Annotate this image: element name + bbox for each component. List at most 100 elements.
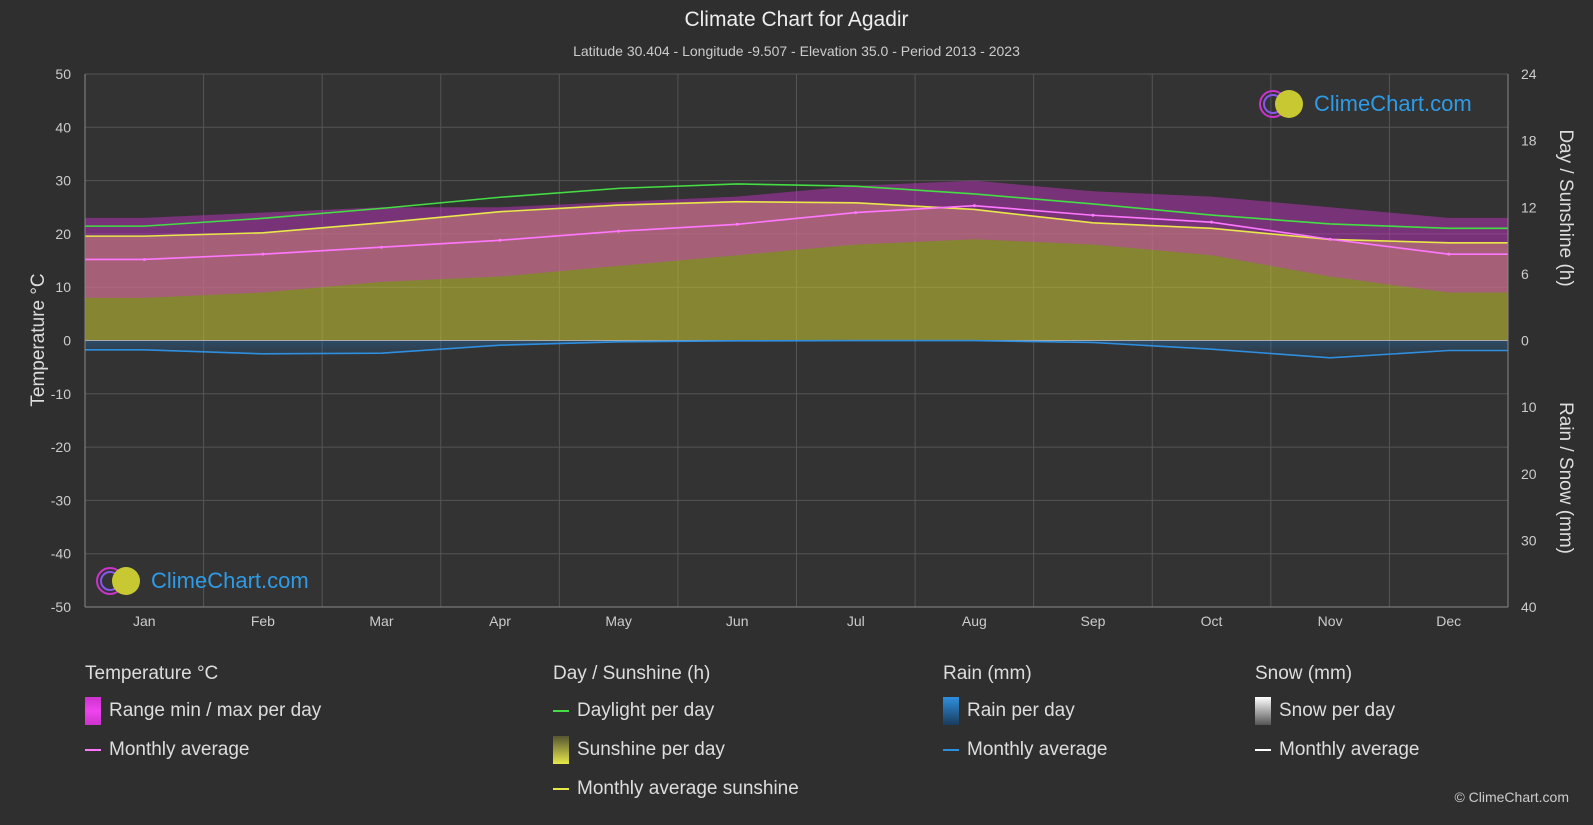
legend-label: Monthly average — [109, 738, 250, 760]
sunshine-avg-line — [85, 200, 1508, 244]
axes: 50 40 30 20 10 0 -10 -20 -30 -40 -50 24 18 12 6 0 10 20 30… — [51, 66, 1537, 629]
legend-sunshine: Day / Sunshine (h) Daylight per day Suns… — [553, 663, 799, 808]
legend-snow-title: Snow (mm) — [1255, 663, 1353, 684]
left-tick-label: -30 — [51, 492, 71, 508]
legend-temperature: Temperature °C Range min / max per day M… — [85, 663, 321, 769]
temp-avg-point — [617, 229, 621, 233]
right-top-tick-label: 12 — [1521, 199, 1537, 215]
temp-avg-line — [85, 204, 1508, 261]
temp-avg-point — [379, 245, 383, 249]
legend-rain: Rain (mm) Rain per day Monthly average — [943, 663, 1107, 769]
month-label: Jul — [847, 613, 865, 629]
legend-item-temp-avg: Monthly average — [85, 730, 321, 769]
daylight-line — [85, 183, 1508, 230]
legend-label: Monthly average — [1279, 738, 1420, 760]
left-tick-label: 50 — [55, 66, 71, 82]
legend-item-rain: Rain per day — [943, 691, 1107, 730]
left-tick-label: -50 — [51, 599, 71, 615]
legend-label: Sunshine per day — [577, 738, 725, 760]
left-tick-label: 40 — [55, 119, 71, 135]
legend-temperature-title: Temperature °C — [85, 663, 219, 684]
month-label: Jun — [726, 613, 749, 629]
temp-avg-point — [142, 257, 146, 261]
left-tick-label: -10 — [51, 386, 71, 402]
right-top-tick-label: 18 — [1521, 133, 1537, 149]
right-axis-top-label: Day / Sunshine (h) — [1555, 129, 1576, 286]
legend-label: Rain per day — [967, 699, 1075, 721]
data-lines — [85, 183, 1508, 359]
month-label: Aug — [962, 613, 987, 629]
left-axis-label: Temperature °C — [28, 273, 49, 406]
right-top-tick-label: 6 — [1521, 266, 1529, 282]
logo-icon — [1259, 90, 1303, 118]
month-label: Dec — [1436, 613, 1461, 629]
snow-swatch — [1255, 696, 1271, 725]
legend-label: Monthly average — [967, 738, 1108, 760]
right-axis-bottom-label: Rain / Snow (mm) — [1555, 402, 1576, 554]
legend-label: Snow per day — [1279, 699, 1396, 721]
legend-item-daylight: Daylight per day — [553, 691, 799, 730]
legend-item-temp-range: Range min / max per day — [85, 691, 321, 730]
temp-range-swatch — [85, 696, 101, 725]
legend-label: Range min / max per day — [109, 699, 322, 721]
logo-bottom[interactable]: ClimeChart.com — [95, 565, 309, 597]
temp-avg-point — [735, 222, 739, 226]
legend-sunshine-title: Day / Sunshine (h) — [553, 663, 711, 684]
left-tick-label: -20 — [51, 439, 71, 455]
legend-snow: Snow (mm) Snow per day Monthly average — [1255, 663, 1419, 769]
temp-avg-point — [261, 252, 265, 256]
logo-top[interactable]: ClimeChart.com — [1258, 88, 1472, 120]
temp-avg-swatch — [85, 748, 101, 751]
chart-subtitle: Latitude 30.404 - Longitude -9.507 - Ele… — [573, 43, 1020, 59]
temp-avg-point — [972, 204, 976, 208]
legend-item-sunshine: Sunshine per day — [553, 730, 799, 769]
sunshine-area — [85, 201, 1508, 341]
sunshine-avg-swatch — [553, 787, 569, 790]
right-bottom-tick-label: 20 — [1521, 466, 1537, 482]
month-label: Sep — [1080, 613, 1105, 629]
temp-avg-point — [1091, 213, 1095, 217]
right-top-tick-label: 0 — [1521, 333, 1529, 349]
left-tick-label: -40 — [51, 546, 71, 562]
left-tick-label: 20 — [55, 226, 71, 242]
month-label: Jan — [133, 613, 156, 629]
month-label: Feb — [251, 613, 275, 629]
climate-chart: 50 40 30 20 10 0 -10 -20 -30 -40 -50 24 18 12 6 0 10 20 30… — [28, 66, 1576, 629]
right-top-tick-label: 24 — [1521, 66, 1537, 82]
sunshine-swatch — [553, 735, 569, 764]
right-bottom-tick-label: 10 — [1521, 399, 1537, 415]
month-label: Apr — [489, 613, 511, 629]
legend-item-rain-avg: Monthly average — [943, 730, 1107, 769]
temp-avg-point — [1210, 220, 1214, 224]
left-tick-label: 0 — [63, 333, 71, 349]
logo-text: ClimeChart.com — [1314, 91, 1472, 116]
legend-label: Daylight per day — [577, 699, 715, 721]
temp-avg-point — [854, 211, 858, 215]
month-label: May — [605, 613, 631, 629]
temp-avg-point — [498, 238, 502, 242]
logo-text: ClimeChart.com — [151, 568, 309, 593]
rain-swatch — [943, 696, 959, 725]
legend-item-sunshine-avg: Monthly average sunshine — [553, 769, 799, 808]
temp-avg-point — [1447, 252, 1451, 256]
rain-avg-line — [85, 339, 1508, 359]
month-label: Nov — [1318, 613, 1343, 629]
chart-title: Climate Chart for Agadir — [684, 8, 909, 31]
rain-area — [85, 340, 1508, 358]
temp-avg-point — [1328, 237, 1332, 241]
copyright-text: © ClimeChart.com — [1454, 789, 1569, 805]
legend-item-snow-avg: Monthly average — [1255, 730, 1419, 769]
snow-avg-swatch — [1255, 748, 1271, 751]
daylight-swatch — [553, 709, 569, 712]
month-label: Oct — [1201, 613, 1223, 629]
right-bottom-tick-label: 40 — [1521, 599, 1537, 615]
legend-rain-title: Rain (mm) — [943, 663, 1032, 684]
month-label: Mar — [369, 613, 393, 629]
right-bottom-tick-label: 30 — [1521, 532, 1537, 548]
left-tick-label: 30 — [55, 173, 71, 189]
legend-label: Monthly average sunshine — [577, 777, 799, 799]
rain-avg-swatch — [943, 748, 959, 751]
left-tick-label: 10 — [55, 279, 71, 295]
logo-icon — [96, 567, 140, 595]
legend-item-snow: Snow per day — [1255, 691, 1419, 730]
